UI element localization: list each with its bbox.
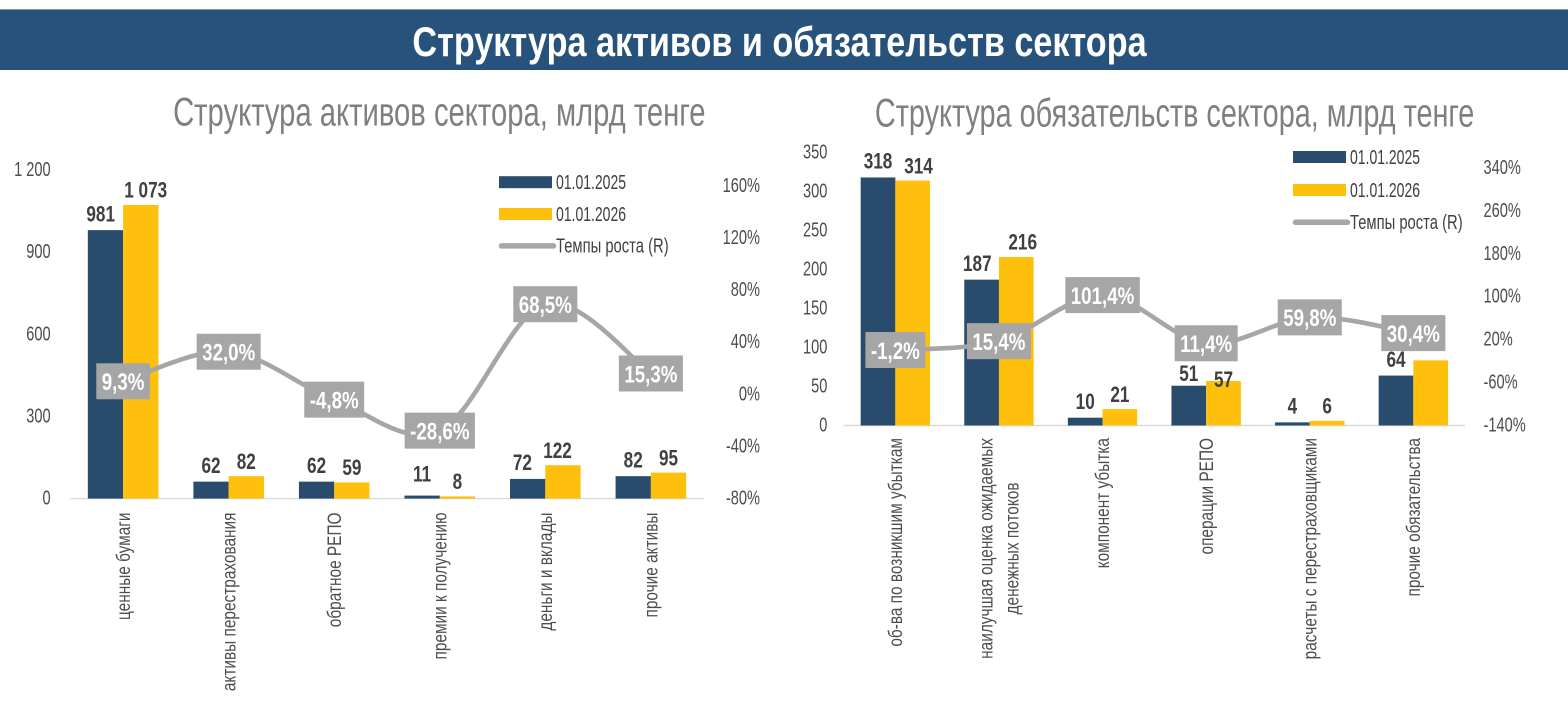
svg-text:59,8%: 59,8% [1283,305,1336,332]
svg-text:наилучшая оценка ожидаемых: наилучшая оценка ожидаемых [975,438,997,659]
svg-text:600: 600 [26,322,51,345]
svg-text:9,3%: 9,3% [102,369,145,396]
svg-text:Структура активов и обязательс: Структура активов и обязательств сектора [412,19,1147,66]
svg-text:4: 4 [1288,395,1298,420]
svg-text:-28,6%: -28,6% [410,418,469,445]
svg-text:160%: 160% [723,174,760,197]
svg-text:200: 200 [803,257,828,280]
svg-text:11: 11 [413,463,431,488]
svg-text:32,0%: 32,0% [202,339,255,366]
svg-text:82: 82 [624,448,643,473]
svg-text:активы перестрахования: активы перестрахования [218,513,240,692]
svg-text:01.01.2025: 01.01.2025 [1350,145,1420,168]
svg-text:120%: 120% [723,226,760,249]
svg-text:денежных потоков: денежных потоков [1001,483,1023,615]
svg-text:318: 318 [864,150,893,175]
svg-text:-40%: -40% [726,434,760,457]
svg-text:100%: 100% [1484,284,1521,307]
svg-text:-80%: -80% [726,486,760,509]
svg-text:-4,8%: -4,8% [310,387,359,414]
svg-text:187: 187 [963,252,992,277]
svg-text:314: 314 [904,154,933,179]
svg-text:80%: 80% [731,278,760,301]
svg-text:-140%: -140% [1484,413,1526,436]
svg-text:0%: 0% [739,382,760,405]
svg-text:62: 62 [201,454,220,479]
svg-text:57: 57 [1214,368,1233,393]
svg-text:компонент убытка: компонент убытка [1091,438,1113,569]
svg-text:150: 150 [803,296,828,319]
svg-text:350: 350 [803,140,828,163]
svg-text:30,4%: 30,4% [1387,321,1440,348]
svg-text:0: 0 [42,486,50,509]
svg-text:300: 300 [803,179,828,202]
svg-text:62: 62 [307,454,326,479]
svg-text:15,4%: 15,4% [972,329,1025,356]
svg-text:900: 900 [26,240,51,263]
svg-text:Структура обязательств сектора: Структура обязательств сектора, млрд тен… [875,91,1474,136]
svg-text:340%: 340% [1484,156,1521,179]
svg-text:01.01.2026: 01.01.2026 [1350,178,1420,201]
svg-text:1 200: 1 200 [14,158,51,181]
svg-text:прочие активы: прочие активы [640,513,662,618]
svg-text:ценные бумаги: ценные бумаги [112,513,134,621]
svg-text:операции РЕПО: операции РЕПО [1195,438,1217,554]
svg-text:180%: 180% [1484,242,1521,265]
svg-text:-60%: -60% [1484,370,1518,393]
svg-text:68,5%: 68,5% [519,292,572,319]
svg-text:Структура активов сектора, млр: Структура активов сектора, млрд тенге [173,90,705,135]
svg-text:1 073: 1 073 [124,179,167,204]
svg-text:101,4%: 101,4% [1071,283,1134,310]
svg-text:50: 50 [811,374,827,397]
svg-text:прочие обязательства: прочие обязательства [1402,438,1424,597]
svg-text:15,3%: 15,3% [624,361,677,388]
svg-text:10: 10 [1076,390,1095,415]
svg-text:01.01.2026: 01.01.2026 [556,202,626,225]
svg-text:11,4%: 11,4% [1180,331,1232,358]
svg-text:82: 82 [237,450,256,475]
svg-text:Темпы роста (R): Темпы роста (R) [556,235,669,258]
svg-text:-1,2%: -1,2% [871,338,920,365]
svg-text:122: 122 [543,439,572,464]
svg-text:72: 72 [513,451,532,476]
svg-text:100: 100 [803,335,828,358]
svg-text:0: 0 [819,413,827,436]
svg-text:51: 51 [1179,362,1198,387]
svg-text:260%: 260% [1484,199,1521,222]
svg-text:40%: 40% [731,330,760,353]
svg-text:Темпы роста (R): Темпы роста (R) [1350,211,1463,234]
svg-text:6: 6 [1322,395,1332,420]
svg-text:деньги и вклады: деньги и вклады [534,513,556,631]
svg-text:8: 8 [453,470,463,495]
svg-text:премии к получению: премии к получению [429,513,451,660]
svg-text:300: 300 [26,404,51,427]
svg-text:01.01.2025: 01.01.2025 [556,171,626,194]
svg-text:95: 95 [659,446,678,471]
svg-text:64: 64 [1386,348,1405,373]
svg-text:об-ва по возникшим убыткам: об-ва по возникшим убыткам [884,438,906,647]
svg-text:расчеты с перестраховщиками: расчеты с перестраховщиками [1299,438,1321,659]
svg-text:21: 21 [1110,383,1129,408]
svg-text:216: 216 [1008,231,1037,256]
svg-text:981: 981 [86,202,115,227]
svg-text:обратное РЕПО: обратное РЕПО [323,513,345,628]
svg-text:250: 250 [803,218,828,241]
svg-text:59: 59 [342,456,361,481]
svg-text:20%: 20% [1484,327,1513,350]
